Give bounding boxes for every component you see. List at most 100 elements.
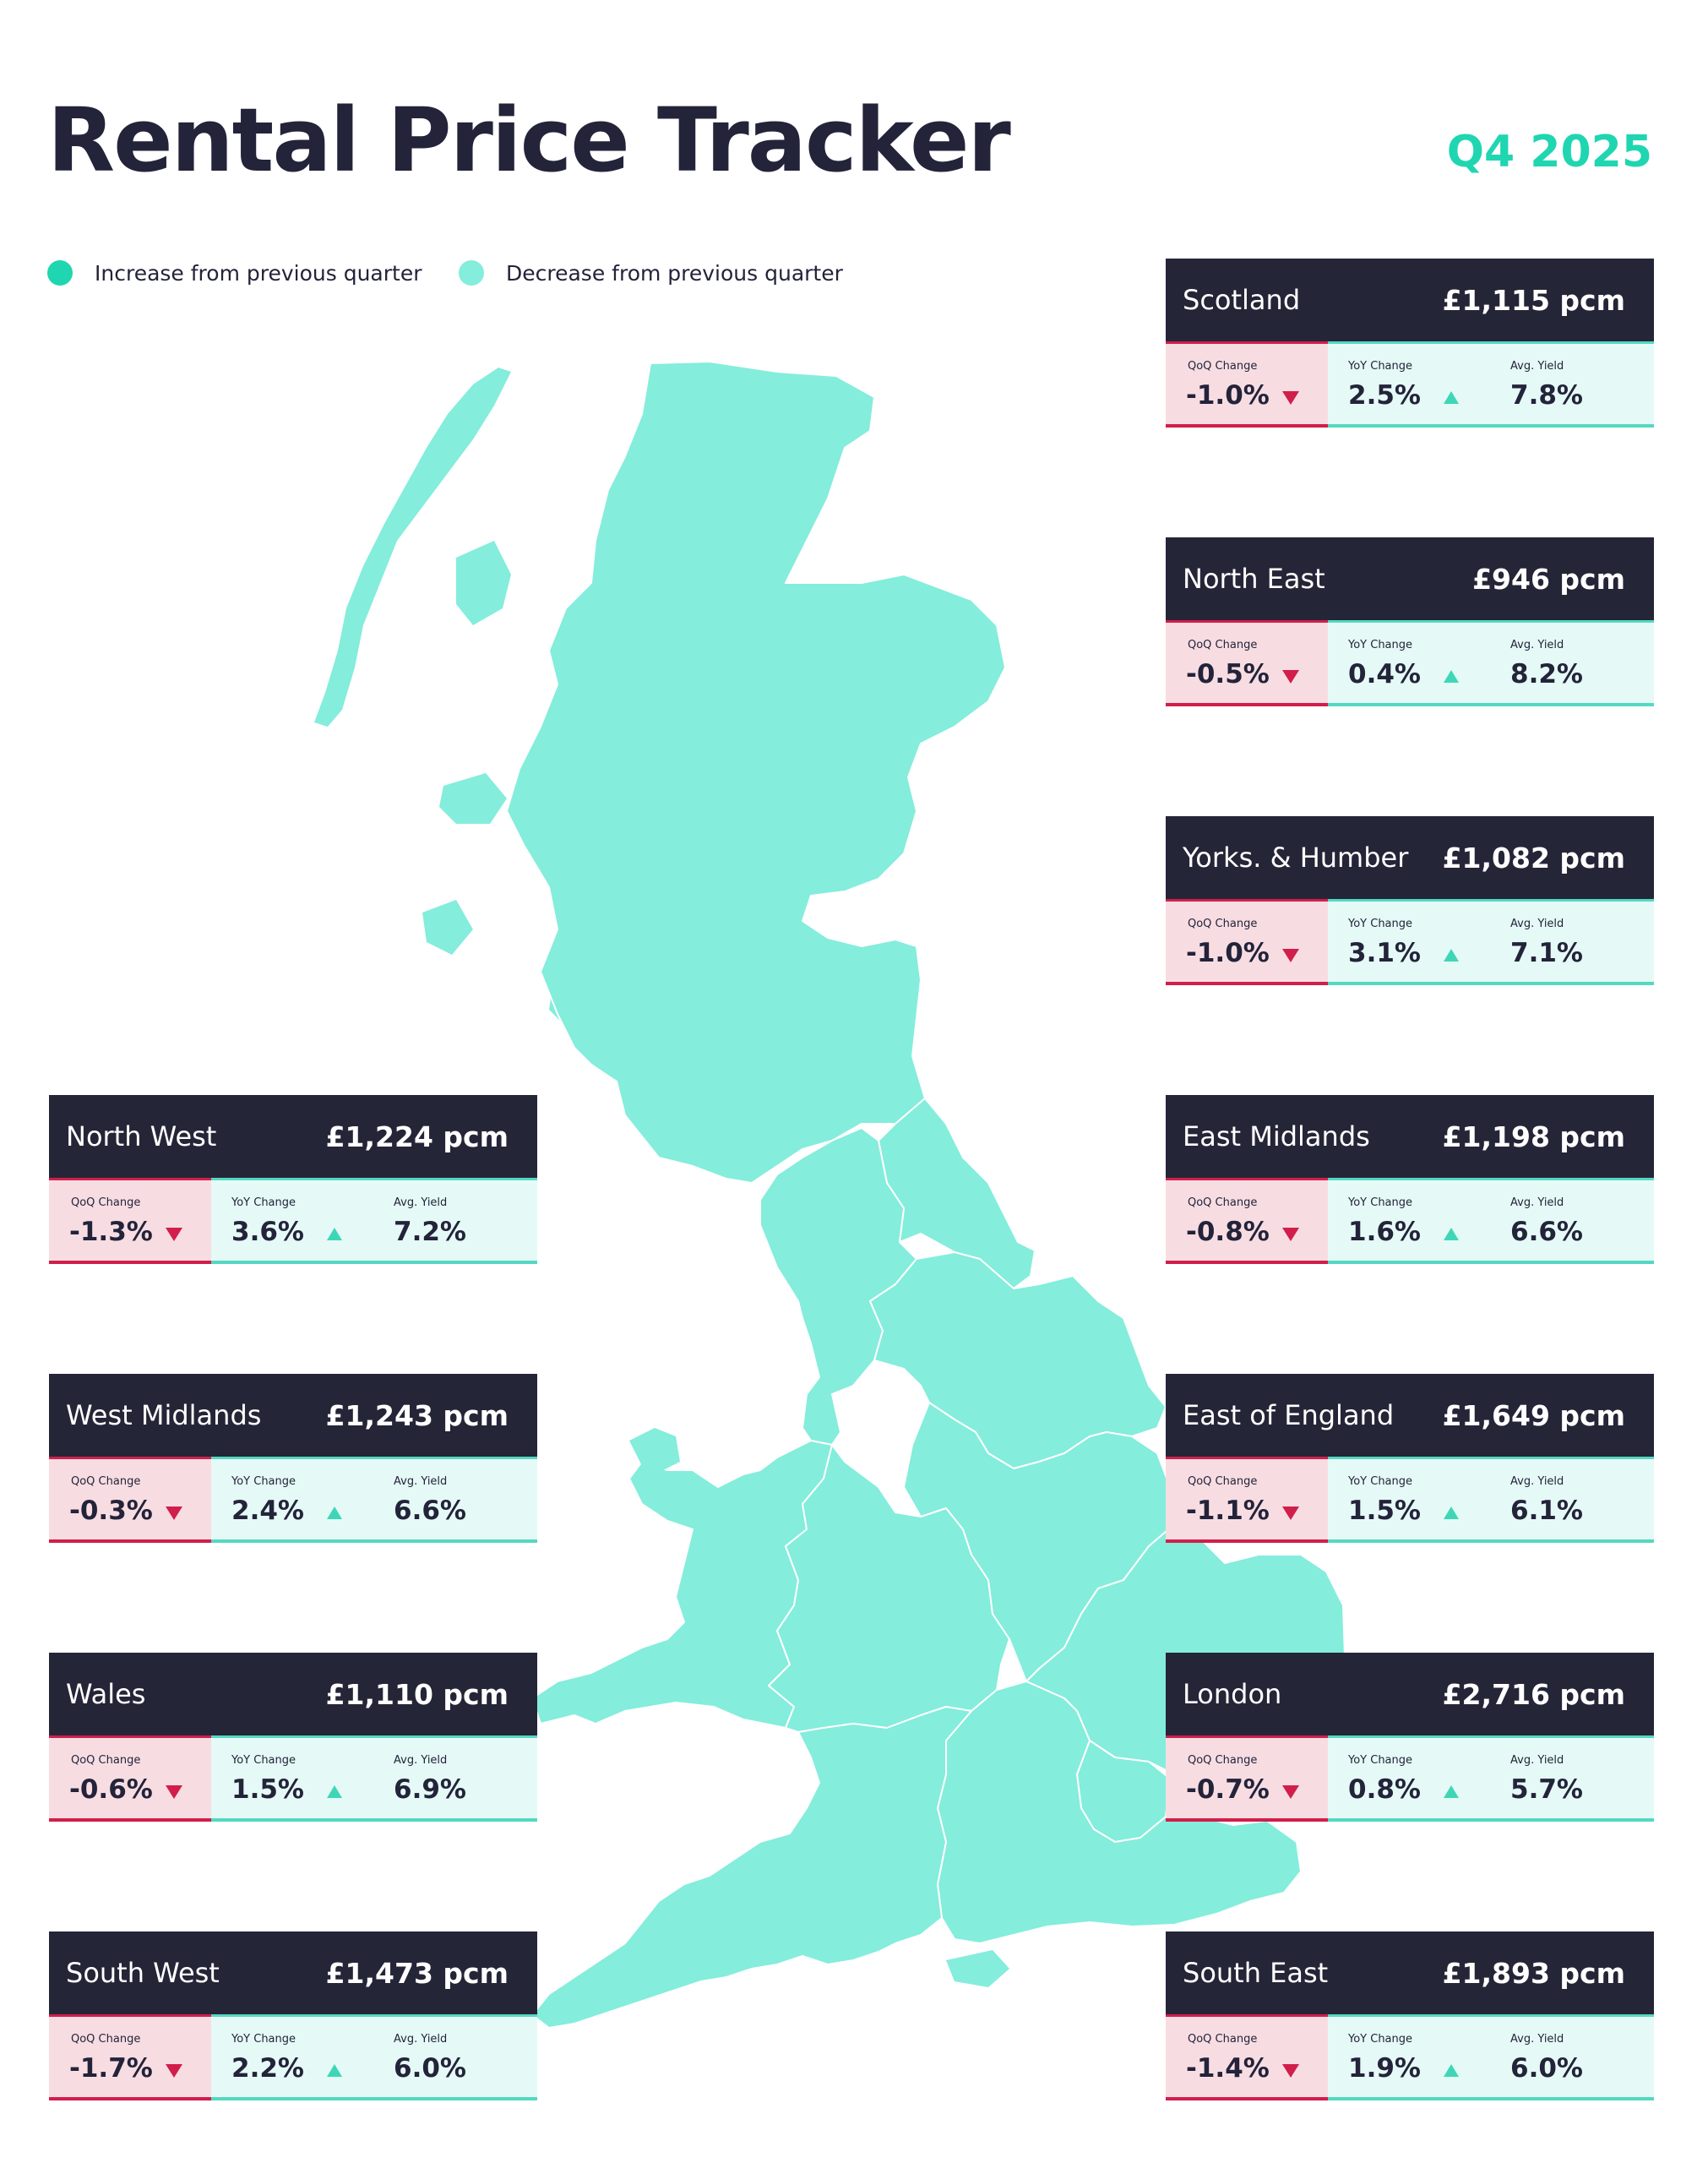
yoy-value: 3.1% xyxy=(1348,938,1421,968)
decrease-dot-icon xyxy=(459,260,484,286)
qoq-label: QoQ Change xyxy=(1188,2033,1258,2046)
yoy-label: YoY Change xyxy=(1348,918,1413,930)
region-card-north-east: North East £946 pcm QoQ Change -0.5% YoY… xyxy=(1166,537,1654,706)
qoq-value: -1.3% xyxy=(69,1217,153,1247)
region-card-scotland: Scotland £1,115 pcm QoQ Change -1.0% YoY… xyxy=(1166,259,1654,428)
qoq-label: QoQ Change xyxy=(1188,1475,1258,1488)
region-metrics: QoQ Change -0.7% YoY Change 0.8% Avg. Yi… xyxy=(1166,1735,1654,1822)
yield-label: Avg. Yield xyxy=(394,1196,448,1209)
arrow-up-icon xyxy=(327,1228,342,1240)
yield-label: Avg. Yield xyxy=(1510,1196,1564,1209)
yoy-yield-cell: YoY Change 3.6% Avg. Yield 7.2% xyxy=(211,1178,537,1264)
legend-item-increase: Increase from previous quarter xyxy=(47,260,422,286)
region-name: Scotland xyxy=(1183,284,1301,316)
region-rent: £1,893 pcm xyxy=(1442,1956,1625,1990)
region-card-header: London £2,716 pcm xyxy=(1166,1653,1654,1735)
region-card-east-of-england: East of England £1,649 pcm QoQ Change -1… xyxy=(1166,1374,1654,1543)
arrow-up-icon xyxy=(327,1506,342,1519)
qoq-cell: QoQ Change -0.6% xyxy=(49,1735,211,1822)
yoy-label: YoY Change xyxy=(1348,360,1413,373)
region-card-header: Wales £1,110 pcm xyxy=(49,1653,537,1735)
yield-value: 6.0% xyxy=(1510,2053,1583,2084)
region-card-header: South East £1,893 pcm xyxy=(1166,1931,1654,2014)
map-skye xyxy=(456,541,511,625)
map-outer-hebrides xyxy=(314,368,511,727)
yoy-value: 1.5% xyxy=(1348,1496,1421,1526)
qoq-cell: QoQ Change -0.3% xyxy=(49,1457,211,1543)
yield-value: 5.7% xyxy=(1510,1774,1583,1805)
map-anglesey xyxy=(629,1428,680,1470)
region-rent: £1,082 pcm xyxy=(1442,841,1625,874)
region-card-header: North East £946 pcm xyxy=(1166,537,1654,620)
yoy-label: YoY Change xyxy=(1348,1196,1413,1209)
yield-label: Avg. Yield xyxy=(1510,2033,1564,2046)
map-region-south-west xyxy=(531,1706,972,2029)
arrow-down-icon xyxy=(1282,670,1299,684)
yoy-label: YoY Change xyxy=(231,1475,296,1488)
region-card-header: Yorks. & Humber £1,082 pcm xyxy=(1166,816,1654,899)
qoq-cell: QoQ Change -1.0% xyxy=(1166,341,1328,428)
qoq-label: QoQ Change xyxy=(1188,1196,1258,1209)
yoy-yield-cell: YoY Change 1.5% Avg. Yield 6.9% xyxy=(211,1735,537,1822)
qoq-value: -0.6% xyxy=(69,1774,153,1805)
map-mull xyxy=(439,773,507,824)
region-name: London xyxy=(1183,1678,1282,1710)
legend-label-increase: Increase from previous quarter xyxy=(95,260,422,286)
quarter-label: Q4 2025 xyxy=(1446,127,1652,177)
region-card-yorkshire: Yorks. & Humber £1,082 pcm QoQ Change -1… xyxy=(1166,816,1654,985)
arrow-down-icon xyxy=(1282,1506,1299,1520)
yoy-value: 2.4% xyxy=(231,1496,304,1526)
qoq-value: -0.8% xyxy=(1186,1217,1270,1247)
region-card-header: East of England £1,649 pcm xyxy=(1166,1374,1654,1457)
region-card-header: Scotland £1,115 pcm xyxy=(1166,259,1654,341)
region-rent: £1,224 pcm xyxy=(325,1120,509,1153)
yoy-yield-cell: YoY Change 1.6% Avg. Yield 6.6% xyxy=(1328,1178,1654,1264)
yoy-label: YoY Change xyxy=(231,2033,296,2046)
region-name: North West xyxy=(66,1120,217,1152)
yoy-value: 3.6% xyxy=(231,1217,304,1247)
arrow-down-icon xyxy=(166,1228,182,1241)
region-rent: £1,243 pcm xyxy=(325,1398,509,1432)
qoq-label: QoQ Change xyxy=(71,1475,141,1488)
region-card-header: South West £1,473 pcm xyxy=(49,1931,537,2014)
yoy-yield-cell: YoY Change 1.5% Avg. Yield 6.1% xyxy=(1328,1457,1654,1543)
qoq-value: -1.1% xyxy=(1186,1496,1270,1526)
arrow-up-icon xyxy=(1444,670,1459,683)
yield-value: 6.6% xyxy=(394,1496,466,1526)
yoy-label: YoY Change xyxy=(1348,2033,1413,2046)
region-card-london: London £2,716 pcm QoQ Change -0.7% YoY C… xyxy=(1166,1653,1654,1822)
region-name: Wales xyxy=(66,1678,146,1710)
qoq-cell: QoQ Change -1.0% xyxy=(1166,899,1328,985)
yield-value: 7.1% xyxy=(1510,938,1583,968)
yoy-yield-cell: YoY Change 0.4% Avg. Yield 8.2% xyxy=(1328,620,1654,706)
region-rent: £946 pcm xyxy=(1472,562,1625,596)
arrow-up-icon xyxy=(1444,2064,1459,2077)
yoy-label: YoY Change xyxy=(1348,639,1413,651)
qoq-value: -0.3% xyxy=(69,1496,153,1526)
yoy-label: YoY Change xyxy=(1348,1754,1413,1767)
region-rent: £2,716 pcm xyxy=(1442,1677,1625,1711)
arrow-down-icon xyxy=(1282,949,1299,962)
yield-value: 6.1% xyxy=(1510,1496,1583,1526)
yield-value: 7.8% xyxy=(1510,380,1583,411)
region-card-header: East Midlands £1,198 pcm xyxy=(1166,1095,1654,1178)
region-card-header: North West £1,224 pcm xyxy=(49,1095,537,1178)
qoq-label: QoQ Change xyxy=(1188,639,1258,651)
region-card-wales: Wales £1,110 pcm QoQ Change -0.6% YoY Ch… xyxy=(49,1653,537,1822)
arrow-up-icon xyxy=(1444,1785,1459,1798)
region-metrics: QoQ Change -1.1% YoY Change 1.5% Avg. Yi… xyxy=(1166,1457,1654,1543)
yield-label: Avg. Yield xyxy=(394,1475,448,1488)
arrow-down-icon xyxy=(166,1506,182,1520)
region-metrics: QoQ Change -1.0% YoY Change 3.1% Avg. Yi… xyxy=(1166,899,1654,985)
yield-value: 6.6% xyxy=(1510,1217,1583,1247)
region-rent: £1,198 pcm xyxy=(1442,1120,1625,1153)
region-card-south-west: South West £1,473 pcm QoQ Change -1.7% Y… xyxy=(49,1931,537,2100)
region-rent: £1,473 pcm xyxy=(325,1956,509,1990)
region-metrics: QoQ Change -1.3% YoY Change 3.6% Avg. Yi… xyxy=(49,1178,537,1264)
yoy-label: YoY Change xyxy=(231,1196,296,1209)
qoq-cell: QoQ Change -1.7% xyxy=(49,2014,211,2100)
qoq-label: QoQ Change xyxy=(1188,1754,1258,1767)
qoq-cell: QoQ Change -1.4% xyxy=(1166,2014,1328,2100)
region-metrics: QoQ Change -0.3% YoY Change 2.4% Avg. Yi… xyxy=(49,1457,537,1543)
